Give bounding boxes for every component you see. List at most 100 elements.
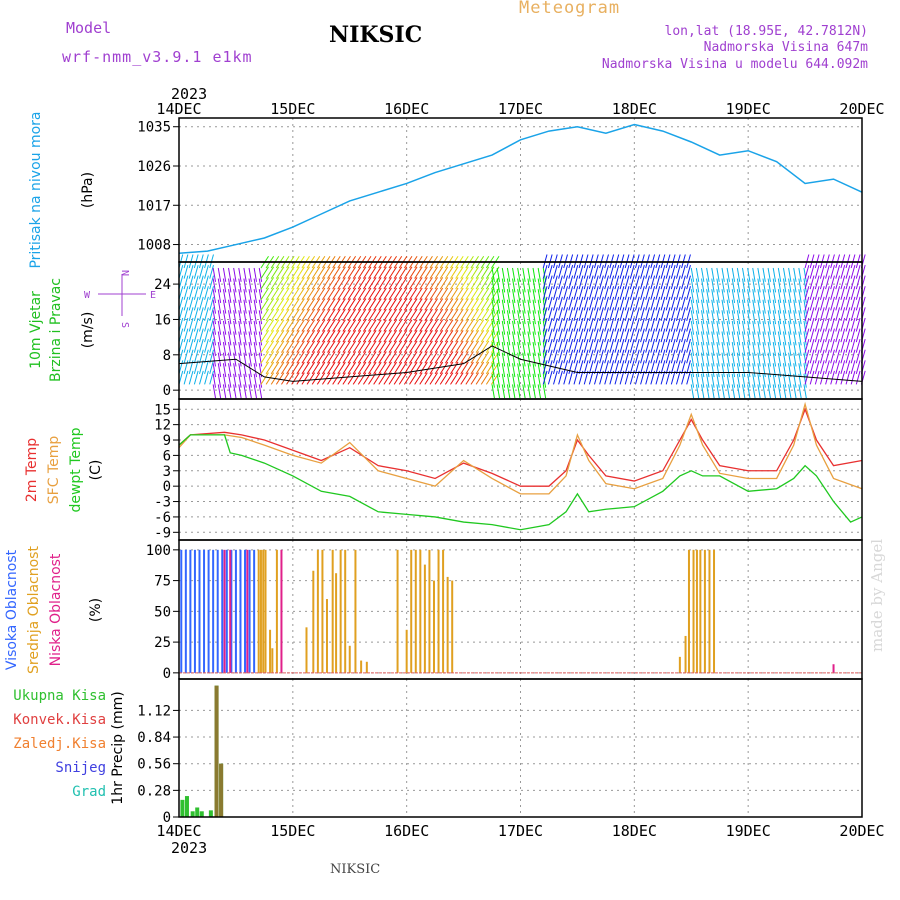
wind-barb [670, 286, 676, 300]
wind-barb [378, 298, 387, 311]
wind-barb [721, 299, 725, 314]
wind-barb [253, 331, 258, 346]
wind-barb [217, 278, 222, 293]
y-tick-label: 12 [154, 418, 171, 434]
wind-barb [306, 340, 316, 353]
wind-barb [670, 296, 676, 311]
wind-barb [840, 349, 846, 364]
wind-barb [772, 341, 777, 356]
wind-barb [814, 360, 820, 374]
wind-barb [604, 370, 609, 385]
wind-barb [675, 286, 681, 300]
wind-barb [233, 267, 237, 282]
x-tick-label-top: 19DEC [726, 100, 771, 118]
x-tick-label-top: 16DEC [384, 100, 429, 118]
wind-barb [777, 267, 782, 282]
wind-barb [731, 384, 736, 399]
wind-barb [429, 372, 438, 385]
wind-barb [270, 361, 280, 375]
wind-barb [736, 352, 741, 367]
wind-barb [793, 278, 797, 293]
wind-barb [819, 307, 825, 322]
wind-barb [716, 278, 720, 293]
cloud-bar [432, 580, 435, 673]
wind-barb [275, 287, 285, 301]
wind-barb [752, 384, 756, 399]
wind-barb [609, 317, 615, 332]
wind-barb [238, 320, 242, 335]
cloud-bar [264, 549, 267, 673]
wind-barb [798, 289, 802, 304]
wind-barb [204, 370, 209, 385]
wind-barb [690, 267, 695, 282]
wind-barb [475, 298, 485, 311]
wind-barb [599, 339, 604, 353]
wind-barb [757, 384, 761, 399]
wind-barb [835, 370, 841, 385]
wind-barb [193, 275, 199, 290]
wind-barb [803, 384, 807, 399]
wind-barb [362, 298, 372, 311]
wind-barb [193, 307, 199, 322]
wind-barb [337, 287, 346, 301]
wind-barb [840, 275, 846, 290]
wind-barb [327, 351, 336, 364]
wind-barb [419, 361, 428, 375]
wind-barb [188, 370, 194, 385]
wind-barbs [178, 254, 866, 399]
cloud-bar [684, 635, 687, 673]
wind-barb [645, 296, 650, 311]
wind-barb [522, 331, 526, 346]
wind-barb [238, 278, 242, 293]
wind-barb [212, 299, 217, 314]
wind-barb [772, 267, 777, 282]
wind-barb [845, 360, 851, 374]
wind-barb [398, 351, 408, 364]
wind-barb [747, 352, 751, 367]
wind-barb [752, 310, 756, 325]
wind-barb [337, 308, 346, 322]
wind-barb [835, 339, 841, 353]
wind-barb [475, 340, 485, 353]
wind-barb [850, 307, 856, 322]
wind-barb [731, 341, 736, 356]
wind-barb [701, 373, 705, 388]
wind-barb [845, 317, 851, 332]
wind-barb [455, 351, 464, 364]
wind-barb [383, 340, 392, 353]
wind-barb [777, 289, 782, 304]
wind-barb [542, 360, 548, 374]
y-tick-label: -3 [154, 495, 171, 511]
wind-barb [357, 298, 367, 311]
compass-north: N [119, 270, 130, 276]
wind-barb [563, 296, 568, 311]
wind-barb [337, 361, 346, 375]
wind-barb [716, 363, 720, 378]
wind-barb [814, 328, 820, 343]
wind-barb [726, 310, 730, 325]
wind-barb [199, 349, 204, 364]
wind-barb [480, 361, 490, 375]
wind-barb [634, 317, 640, 332]
wind-barb [281, 351, 290, 364]
wind-barb [788, 331, 792, 346]
wind-barb [726, 320, 730, 335]
wind-barb [757, 352, 761, 367]
wind-barb [793, 320, 797, 335]
wind-barb [547, 328, 553, 343]
wind-barb [465, 287, 474, 301]
wind-barb [506, 267, 511, 282]
wind-barb [583, 370, 589, 385]
wind-barb [840, 286, 846, 300]
wind-barb [752, 341, 756, 356]
wind-barb [327, 277, 336, 290]
wind-barb [686, 328, 691, 343]
wind-barb [444, 287, 454, 301]
wind-barb [855, 370, 861, 385]
wind-barb [347, 372, 357, 385]
pressure-line [178, 123, 863, 255]
wind-barb [188, 275, 194, 290]
wind-barb [512, 373, 516, 388]
wind-barb [204, 275, 209, 290]
wind-barb [275, 266, 285, 279]
